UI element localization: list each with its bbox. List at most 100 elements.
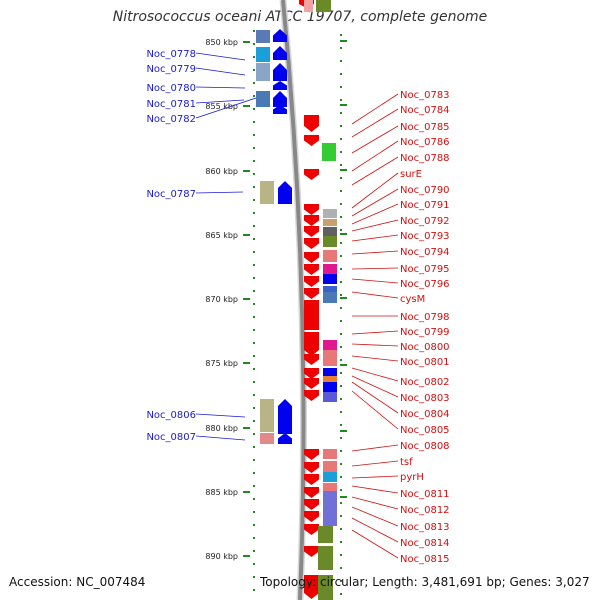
gene-label-left: Noc_0778	[146, 49, 196, 60]
major-tick	[243, 170, 250, 172]
major-tick	[243, 491, 250, 493]
gene-label-right: Noc_0804	[400, 409, 450, 420]
forward-gene-arrow	[278, 399, 292, 434]
gene-label-right: Noc_0792	[400, 216, 450, 227]
minor-tick	[253, 472, 255, 474]
minor-tick	[340, 463, 342, 465]
forward-gene-arrow	[273, 81, 287, 90]
reverse-gene-arrow	[304, 238, 319, 249]
minor-tick	[340, 229, 342, 231]
reverse-gene-arrow	[304, 546, 319, 557]
reverse-gene-arrow	[304, 575, 319, 599]
gene-feature-box	[323, 340, 337, 350]
minor-tick	[253, 303, 255, 305]
gene-label-right: Noc_0793	[400, 231, 450, 242]
gene-feature-box	[323, 292, 337, 303]
minor-tick	[340, 216, 342, 218]
reverse-gene-arrow	[304, 368, 319, 379]
gene-feature-box	[323, 461, 337, 472]
gene-feature-box	[256, 91, 270, 107]
leader-line	[351, 343, 399, 347]
minor-tick	[253, 290, 255, 292]
gene-feature-box	[323, 392, 337, 402]
leader-line	[351, 172, 399, 209]
minor-tick	[253, 56, 255, 58]
minor-tick	[253, 186, 255, 188]
minor-tick	[253, 329, 255, 331]
minor-tick	[340, 372, 342, 374]
gene-feature-box	[260, 399, 274, 432]
minor-tick	[253, 446, 255, 448]
leader-line	[351, 375, 399, 398]
gene-label-right: Noc_0803	[400, 393, 450, 404]
minor-tick	[340, 359, 342, 361]
reverse-gene-arrow	[304, 487, 319, 498]
tick-label: 890 kbp	[205, 552, 238, 561]
minor-tick	[253, 95, 255, 97]
leader-line	[351, 188, 399, 217]
minor-tick	[253, 394, 255, 396]
leader-line	[351, 444, 399, 452]
minor-tick	[253, 498, 255, 500]
reverse-gene-arrow	[304, 115, 319, 132]
reverse-gene-arrow	[304, 215, 319, 226]
minor-tick	[253, 82, 255, 84]
minor-tick	[253, 134, 255, 136]
minor-tick	[340, 541, 342, 543]
reverse-gene-arrow	[304, 169, 319, 180]
accession-text: Accession: NC_007484	[9, 575, 146, 589]
leader-line	[351, 330, 399, 335]
gene-label-right: Noc_0788	[400, 153, 450, 164]
minor-tick	[253, 537, 255, 539]
minor-tick	[340, 125, 342, 127]
reverse-gene-body	[304, 300, 319, 330]
gene-feature-box	[323, 209, 337, 218]
reverse-gene-arrow	[304, 390, 319, 401]
minor-tick	[340, 73, 342, 75]
minor-tick	[253, 459, 255, 461]
minor-tick	[340, 99, 342, 101]
minor-tick	[253, 30, 255, 32]
minor-tick	[253, 173, 255, 175]
minor-tick	[253, 316, 255, 318]
major-tick-right	[340, 430, 347, 432]
leader-line	[195, 52, 246, 61]
gene-label-right: surE	[400, 169, 422, 180]
minor-tick	[340, 385, 342, 387]
gene-feature-box	[316, 0, 331, 12]
tick-label: 885 kbp	[205, 488, 238, 497]
forward-gene-arrow	[273, 63, 287, 81]
gene-label-right: cysM	[400, 294, 425, 305]
leader-line	[351, 93, 399, 125]
minor-tick	[253, 212, 255, 214]
minor-tick	[340, 528, 342, 530]
backbone	[279, 0, 308, 600]
gene-label-right: Noc_0795	[400, 264, 450, 275]
minor-tick	[340, 112, 342, 114]
minor-tick	[340, 502, 342, 504]
minor-tick	[340, 255, 342, 257]
gene-label-left: Noc_0807	[146, 432, 196, 443]
gene-feature-box	[323, 382, 337, 392]
reverse-gene-arrow	[304, 378, 319, 389]
reverse-gene-arrow	[304, 524, 319, 535]
minor-tick	[253, 147, 255, 149]
leader-line	[195, 97, 257, 119]
leader-line	[351, 125, 399, 154]
forward-gene-arrow	[278, 433, 292, 444]
major-tick	[243, 362, 250, 364]
gene-feature-box	[323, 449, 337, 459]
major-tick	[243, 105, 250, 107]
major-tick-right	[340, 169, 347, 171]
gene-label-left: Noc_0780	[146, 83, 196, 94]
minor-tick	[253, 589, 255, 591]
gene-feature-box	[323, 472, 337, 482]
gene-label-right: Noc_0808	[400, 441, 450, 452]
minor-tick	[340, 411, 342, 413]
tick-label: 870 kbp	[205, 295, 238, 304]
minor-tick	[340, 307, 342, 309]
minor-tick	[253, 563, 255, 565]
gene-features	[256, 0, 337, 600]
minor-tick	[340, 398, 342, 400]
gene-feature-box	[323, 376, 337, 382]
